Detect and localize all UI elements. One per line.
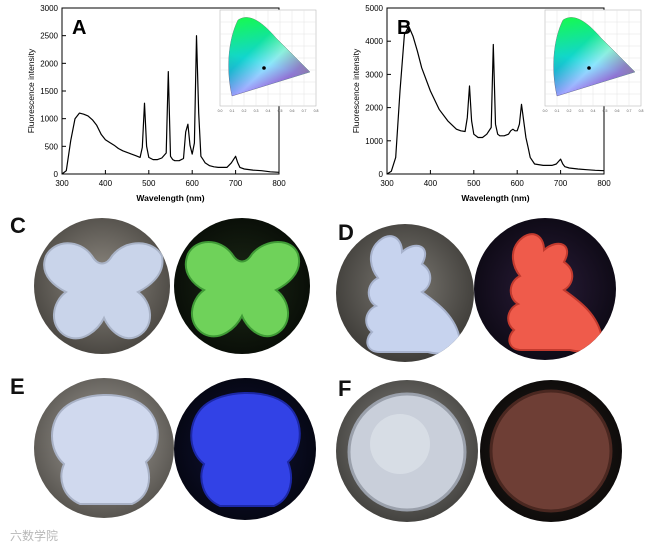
x-tick-label: 400 [424,179,438,188]
cie-tick-label: 0.8 [639,109,644,113]
x-tick-label: 300 [55,179,69,188]
x-tick-label: 800 [272,179,286,188]
chart-a: 300 400 500 600 700 800 0 500 1000 1500 2000 2500 30… [26,4,318,203]
cie-tick-label: 0.5 [603,109,608,113]
rabbit-shape-red [507,233,604,353]
panel-label-a: A [72,17,86,39]
photo-e-uv [174,378,316,520]
chart-a-plot: 300 400 500 600 700 800 0 500 1000 1500 2000 2500 30… [26,4,318,203]
y-tick-label: 1000 [40,115,58,124]
spectrum-line [386,25,605,175]
y-tick-label: 2000 [40,59,58,68]
chart-b: 300 400 500 600 700 800 0 1000 2000 3000 4000 5000 W… [351,4,643,203]
disc-shape-white [347,392,467,512]
x-tick-label: 500 [467,179,481,188]
y-tick-label: 3000 [40,4,58,13]
cie-tick-label: 0.7 [627,109,632,113]
photo-c-uv [174,218,310,354]
panel-label-d: D [338,220,354,245]
cie-tick-label: 0.2 [242,109,247,113]
blob-shape-white [51,394,159,505]
cie-gamut-overlay [553,17,635,96]
cie-tick-label: 0.4 [266,109,271,113]
photo-c-daylight [34,218,170,354]
cie-inset: 0.0 0.1 0.2 0.3 0.4 0.5 0.6 0.7 0.8 [218,9,319,113]
photo-d-uv [474,218,616,360]
cie-tick-label: 0.6 [615,109,620,113]
watermark: 六数学院 [10,529,59,543]
y-tick-label: 5000 [365,4,383,13]
blob-shape-blue [190,392,301,507]
y-axis-label: Fluorescence intensity [351,48,361,133]
y-tick-label: 2000 [365,104,383,113]
cie-gamut-overlay [228,17,310,96]
y-tick-label: 1500 [40,87,58,96]
cie-tick-label: 0.1 [555,109,560,113]
cie-tick-label: 0.1 [230,109,235,113]
x-axis-label: Wavelength (nm) [136,193,204,203]
cie-point [587,66,591,70]
butterfly-shape-white [43,242,164,340]
cie-tick-label: 0.8 [314,109,319,113]
y-tick-label: 500 [45,142,59,151]
y-tick-label: 4000 [365,37,383,46]
panel-label-b: B [397,17,411,39]
disc-shape-brown [489,389,613,513]
x-tick-label: 300 [380,179,394,188]
spectrum-line [61,35,280,175]
cie-tick-label: 0.3 [254,109,259,113]
x-tick-label: 700 [554,179,568,188]
y-tick-label: 0 [379,170,384,179]
x-axis-label: Wavelength (nm) [461,193,529,203]
cie-tick-label: 0.6 [290,109,295,113]
cie-tick-label: 0.7 [302,109,307,113]
butterfly-shape-green [185,241,301,338]
photo-f-uv [480,380,622,522]
x-tick-label: 800 [597,179,611,188]
panel-label-f: F [338,376,352,401]
y-tick-label: 2500 [40,32,58,41]
panel-label-c: C [10,213,26,238]
x-tick-label: 700 [229,179,243,188]
photo-d-daylight [336,224,474,362]
cie-tick-label: 0.5 [278,109,283,113]
photo-f-daylight [336,380,478,522]
y-axis-label: Fluorescence intensity [26,48,36,133]
cie-tick-label: 0.4 [591,109,596,113]
x-tick-label: 500 [142,179,156,188]
photo-e-daylight [34,378,174,518]
y-tick-label: 1000 [365,137,383,146]
panel-label-e: E [10,374,25,399]
cie-tick-label: 0.0 [218,109,223,113]
rabbit-shape-white [365,235,462,355]
x-tick-label: 600 [511,179,525,188]
cie-tick-label: 0.3 [579,109,584,113]
cie-tick-label: 0.0 [543,109,548,113]
x-tick-label: 600 [186,179,200,188]
cie-point [262,66,266,70]
x-tick-label: 400 [99,179,113,188]
chart-b-plot: 300 400 500 600 700 800 0 1000 2000 3000 4000 5000 W… [351,4,643,203]
y-tick-label: 3000 [365,70,383,79]
y-tick-label: 0 [54,170,59,179]
cie-inset: 0.0 0.1 0.2 0.3 0.4 0.5 0.6 0.7 0.8 [543,9,644,113]
cie-tick-label: 0.2 [567,109,572,113]
